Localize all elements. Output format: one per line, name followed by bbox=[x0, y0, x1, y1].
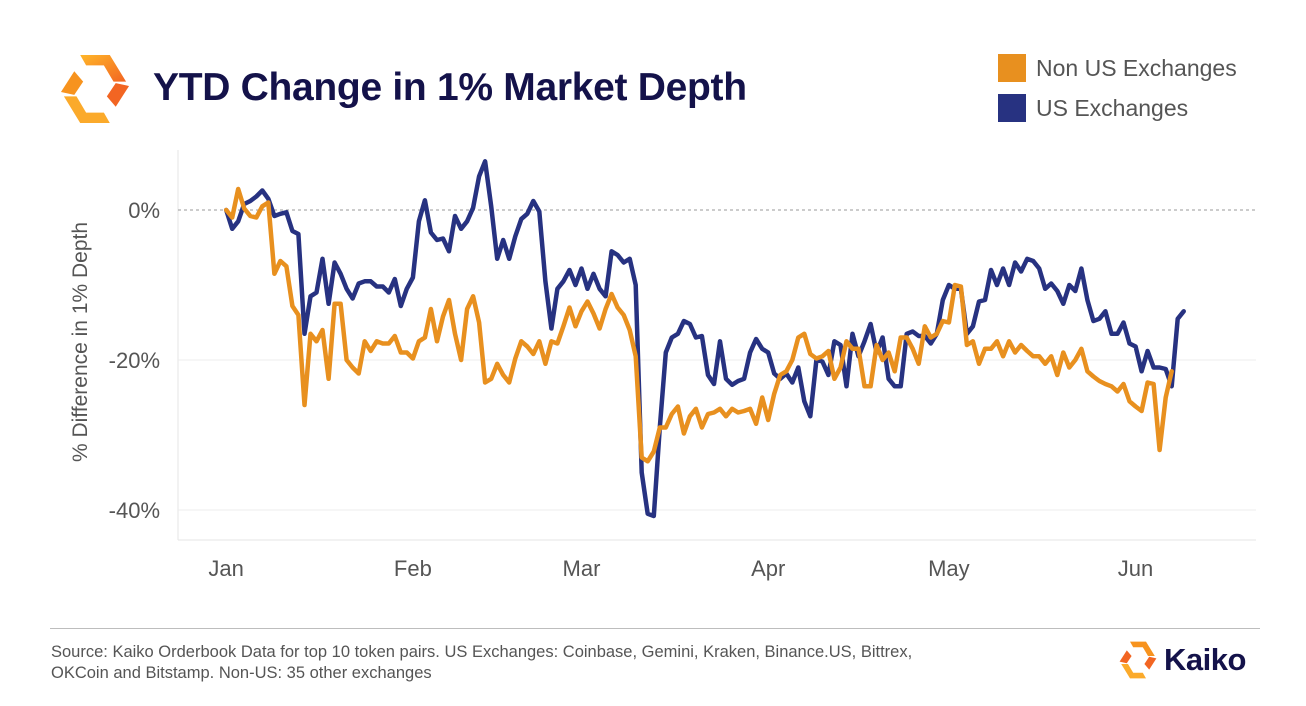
kaiko-hexagon-icon bbox=[60, 54, 130, 124]
x-tick-label: Mar bbox=[563, 556, 601, 581]
x-tick-label: Feb bbox=[394, 556, 432, 581]
kaiko-hexagon-icon bbox=[1119, 641, 1157, 679]
x-tick-label: Jun bbox=[1118, 556, 1153, 581]
y-tick-label: -40% bbox=[109, 498, 160, 523]
chart-title: YTD Change in 1% Market Depth bbox=[153, 66, 747, 109]
legend-item-us: US Exchanges bbox=[998, 88, 1237, 128]
y-tick-label: 0% bbox=[128, 198, 160, 223]
source-line-1: Source: Kaiko Orderbook Data for top 10 … bbox=[51, 643, 913, 661]
x-tick-label: Jan bbox=[208, 556, 243, 581]
legend-swatch-non-us bbox=[998, 54, 1026, 82]
chart-legend: Non US Exchanges US Exchanges bbox=[998, 48, 1237, 128]
source-note: Source: Kaiko Orderbook Data for top 10 … bbox=[51, 642, 1011, 684]
x-tick-label: Apr bbox=[751, 556, 785, 581]
brand-footer: Kaiko bbox=[1118, 640, 1246, 680]
legend-label-us: US Exchanges bbox=[1036, 94, 1189, 121]
legend-label-non-us: Non US Exchanges bbox=[1036, 54, 1237, 81]
footer-divider bbox=[50, 628, 1260, 629]
source-line-2: OKCoin and Bitstamp. Non-US: 35 other ex… bbox=[51, 664, 432, 682]
kaiko-logo bbox=[58, 52, 132, 126]
series-line-us-exchanges bbox=[223, 159, 1186, 519]
brand-name: Kaiko bbox=[1164, 642, 1246, 677]
legend-swatch-us bbox=[998, 94, 1026, 122]
y-tick-label: -20% bbox=[109, 348, 160, 373]
x-tick-label: May bbox=[928, 556, 970, 581]
y-axis-label: % Difference in 1% Depth bbox=[69, 222, 92, 462]
legend-item-non-us: Non US Exchanges bbox=[998, 48, 1237, 88]
series-line-non-us-exchanges bbox=[223, 186, 1174, 464]
